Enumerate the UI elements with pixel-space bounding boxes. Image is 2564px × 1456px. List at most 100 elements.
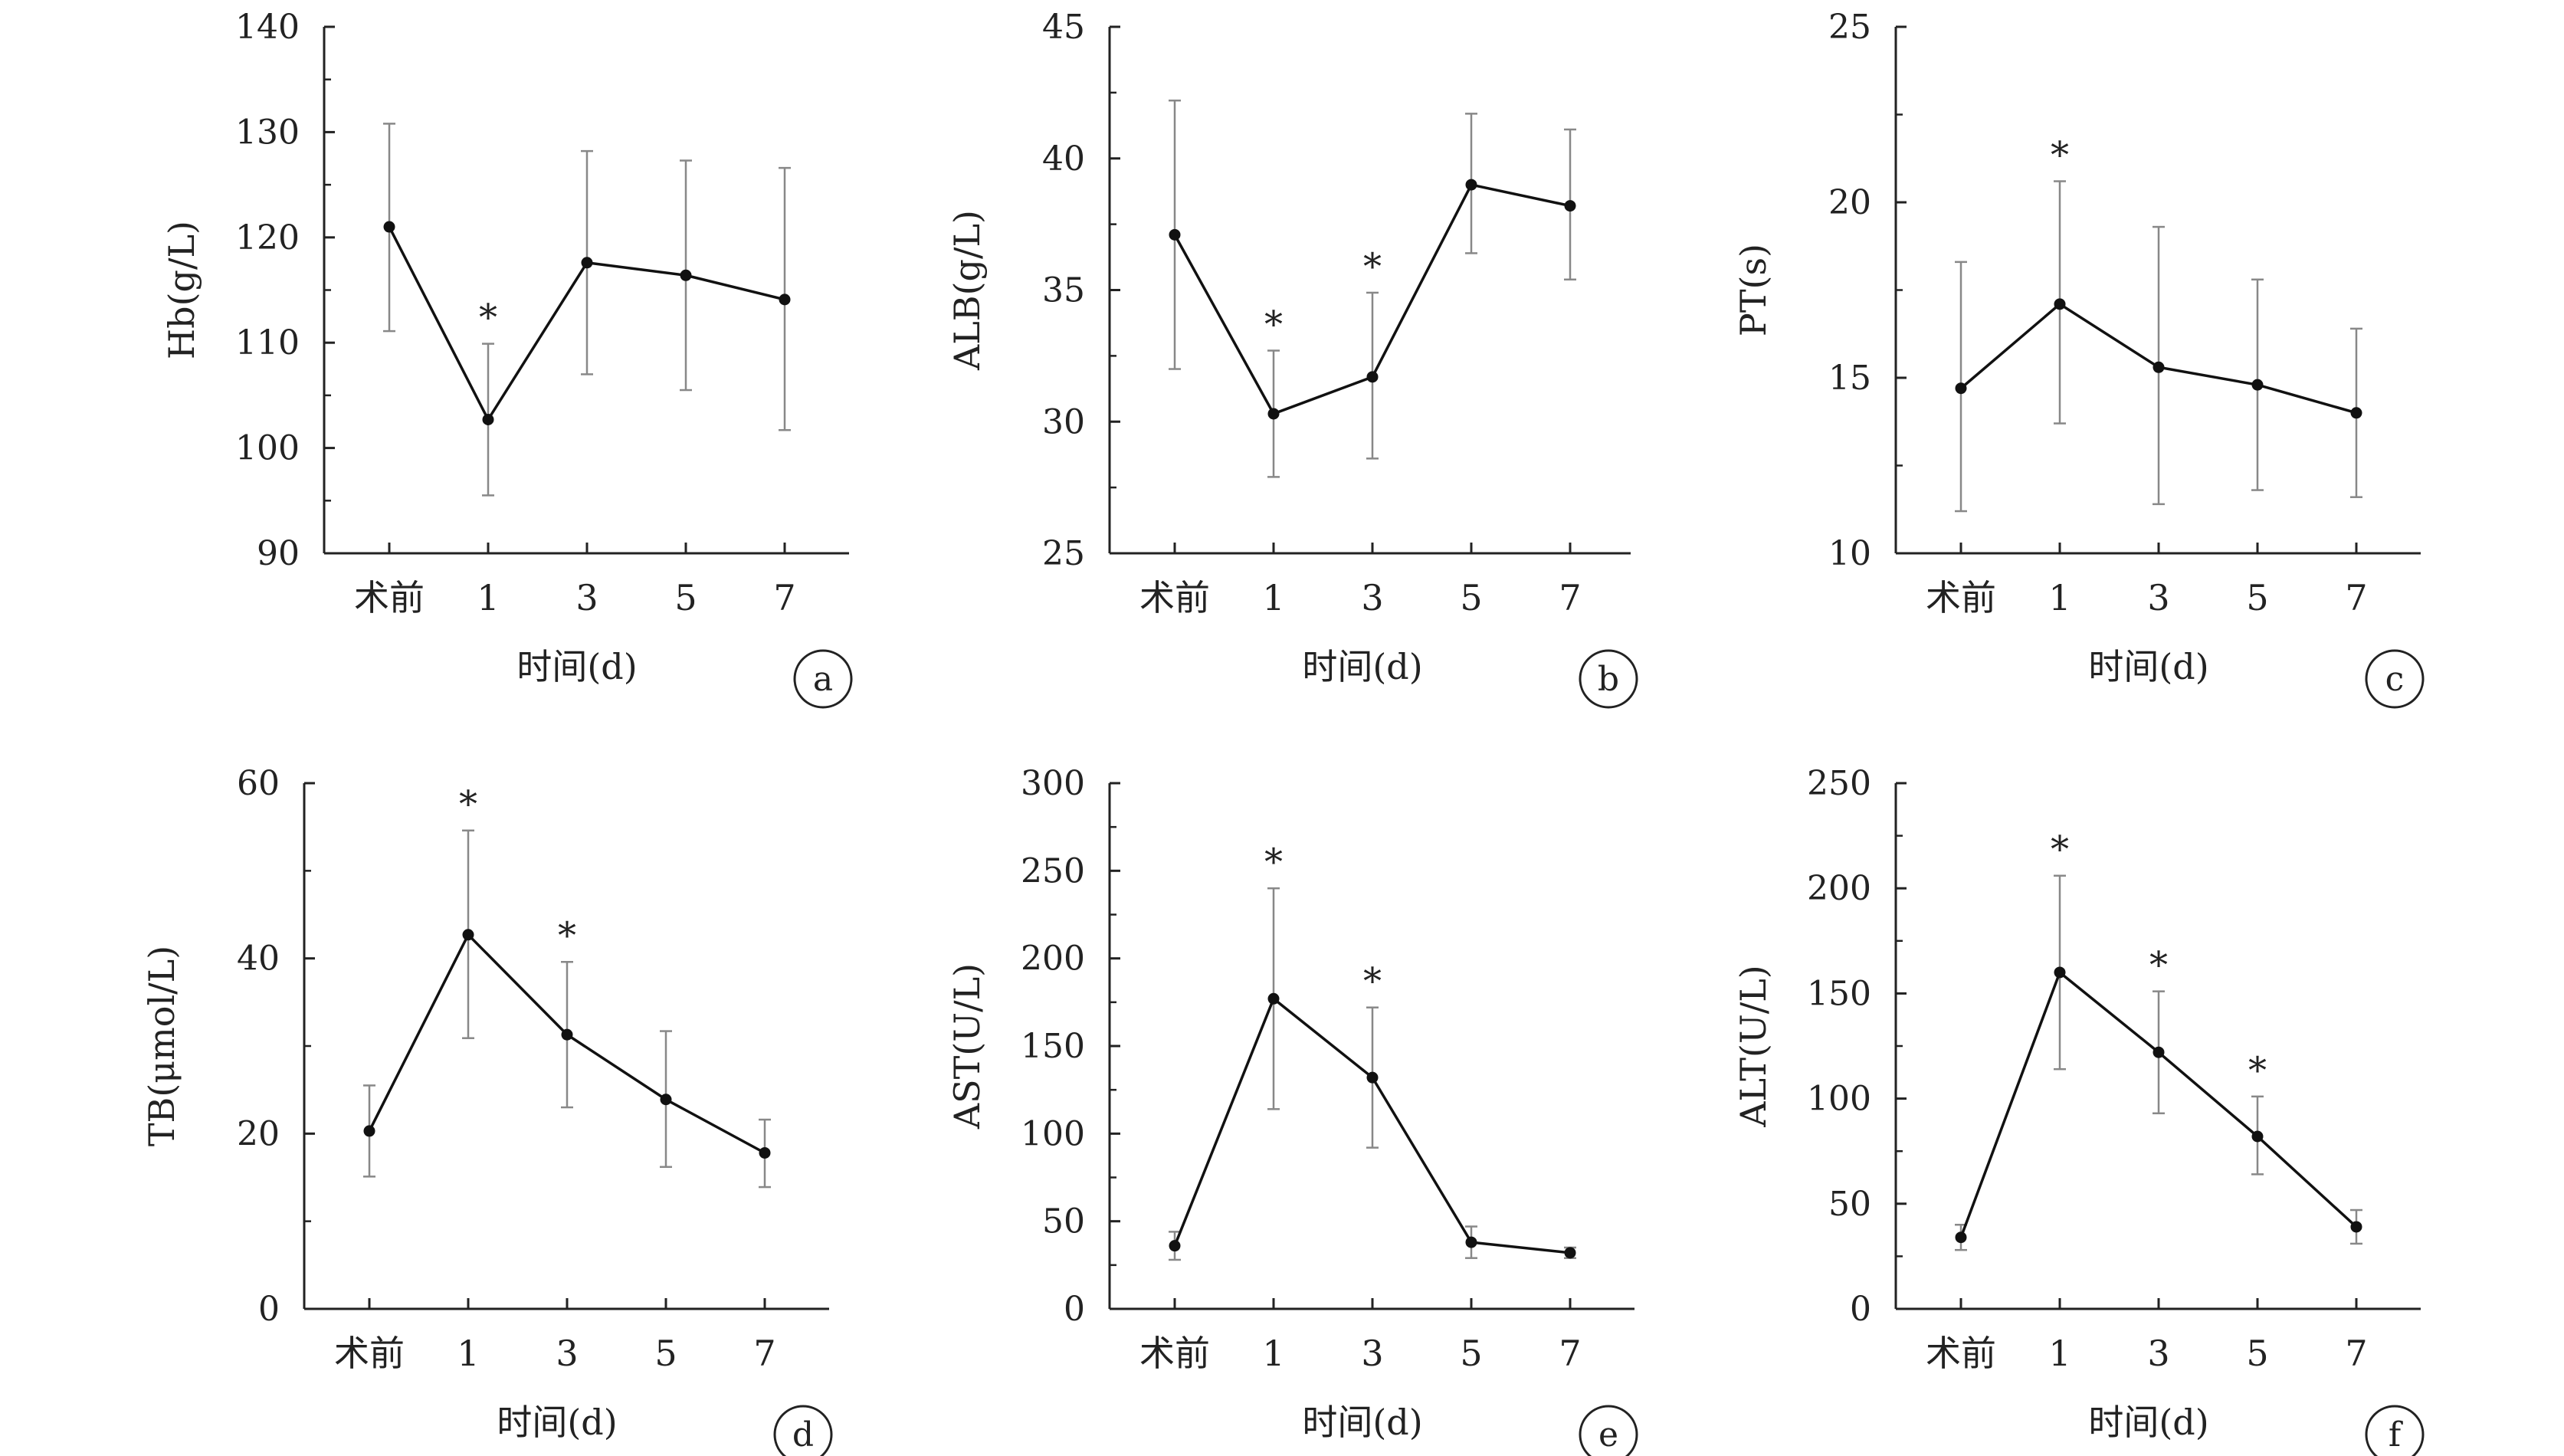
y-tick-label: 20: [1828, 183, 1871, 222]
x-tick-label: 术前: [1926, 1333, 1996, 1374]
data-point: [759, 1146, 771, 1159]
data-point: [1564, 200, 1576, 212]
x-axis-label: 时间(d): [1302, 1402, 1422, 1443]
data-point: [660, 1094, 672, 1106]
y-tick-label: 60: [237, 764, 280, 803]
x-tick-label: 7: [1559, 577, 1581, 618]
x-tick-label: 术前: [334, 1333, 405, 1374]
y-tick-label: 200: [1021, 940, 1085, 979]
x-tick-label: 1: [457, 1333, 479, 1374]
y-axis-label: TB(μmol/L): [141, 946, 182, 1146]
x-tick-label: 5: [1460, 577, 1482, 618]
panel-badge-circle: [2365, 649, 2425, 709]
chart-panel-d: 0 20 40 60 术前 1 3 5 7 TB(μmol/L) 时间(d) d * *: [141, 764, 833, 1456]
y-tick-label: 300: [1021, 764, 1085, 803]
x-tick-label: 3: [1361, 577, 1383, 618]
x-tick-label: 术前: [354, 577, 425, 618]
x-tick-label: 7: [773, 577, 795, 618]
significance-mark: *: [2149, 944, 2168, 987]
panel-letter: b: [1598, 660, 1619, 699]
significance-mark: *: [1264, 841, 1283, 884]
data-point: [561, 1028, 573, 1041]
y-tick-label: 15: [1828, 359, 1871, 398]
y-tick-label: 35: [1042, 271, 1085, 310]
significance-mark: *: [2248, 1049, 2267, 1092]
y-tick-label: 50: [1042, 1202, 1085, 1241]
y-tick-label: 25: [1828, 8, 1871, 47]
significance-mark: *: [479, 297, 497, 339]
significance-mark: *: [459, 783, 477, 826]
chart-panel-e: 0 50 100 150 200 250 300 术前 1 3 5 7 AST(U/L) 时间(d) e * *: [946, 764, 1638, 1456]
y-tick-label: 100: [1021, 1114, 1085, 1153]
data-point: [779, 293, 791, 306]
panel-badge-circle: [773, 1405, 833, 1456]
data-point: [1955, 382, 1967, 395]
panel-letter: c: [2385, 660, 2405, 699]
y-tick-label: 0: [1850, 1290, 1871, 1329]
data-point: [2350, 407, 2362, 419]
data-point: [2054, 966, 2066, 979]
chart-panel-a: 90 100 110 120 130 140 术前 1 3 5 7 Hb(g/L) 时间(d) a *: [161, 8, 853, 709]
y-tick-label: 0: [1064, 1290, 1085, 1329]
x-tick-label: 3: [575, 577, 598, 618]
x-tick-label: 3: [556, 1333, 578, 1374]
data-point: [482, 414, 494, 426]
y-tick-label: 110: [235, 323, 300, 362]
y-tick-label: 250: [1021, 851, 1085, 890]
x-axis-label: 时间(d): [2088, 646, 2208, 687]
x-tick-label: 3: [1361, 1333, 1383, 1374]
significance-mark: *: [1363, 245, 1382, 288]
data-point: [581, 257, 593, 269]
y-axis-label: AST(U/L): [946, 963, 988, 1130]
data-point: [1465, 1236, 1477, 1248]
data-point: [2153, 1046, 2165, 1058]
chart-panel-c: 10 15 20 25 术前 1 3 5 7 PT(s) 时间(d) c *: [1733, 8, 2425, 709]
x-tick-label: 7: [2345, 577, 2367, 618]
x-tick-label: 3: [2147, 577, 2169, 618]
y-tick-label: 10: [1828, 534, 1871, 573]
y-tick-label: 100: [235, 429, 300, 468]
data-point: [1955, 1231, 1967, 1244]
x-tick-label: 1: [477, 577, 499, 618]
x-tick-label: 术前: [1139, 1333, 1210, 1374]
x-tick-label: 3: [2147, 1333, 2169, 1374]
y-tick-label: 150: [1807, 974, 1871, 1013]
panel-letter: d: [792, 1415, 814, 1454]
panel-badge-circle: [793, 649, 853, 709]
significance-mark: *: [1363, 960, 1382, 1003]
data-point: [2350, 1221, 2362, 1233]
x-tick-label: 1: [1262, 1333, 1284, 1374]
data-point: [2251, 379, 2264, 391]
data-point: [2153, 361, 2165, 373]
y-tick-label: 130: [235, 113, 300, 152]
y-tick-label: 90: [257, 534, 300, 573]
significance-mark: *: [2051, 828, 2069, 871]
y-tick-label: 100: [1807, 1080, 1871, 1119]
y-axis-label: PT(s): [1733, 244, 1774, 336]
y-tick-label: 30: [1042, 402, 1085, 441]
data-point: [383, 221, 395, 233]
y-tick-label: 140: [235, 8, 300, 47]
y-tick-label: 20: [237, 1114, 280, 1153]
data-point: [1366, 1071, 1379, 1084]
y-tick-label: 0: [258, 1290, 280, 1329]
chart-panel-f: 0 50 100 150 200 250 术前 1 3 5 7 ALT(U/L) 时间(d) f * * *: [1733, 764, 2425, 1456]
y-tick-label: 200: [1807, 869, 1871, 908]
panel-badge-circle: [1579, 1405, 1638, 1456]
x-tick-label: 7: [753, 1333, 775, 1374]
x-tick-label: 5: [674, 577, 697, 618]
panel-badge-circle: [1579, 649, 1638, 709]
data-point: [1169, 228, 1181, 241]
data-point: [363, 1125, 375, 1137]
panel-letter: f: [2389, 1415, 2403, 1454]
x-tick-label: 1: [1262, 577, 1284, 618]
y-tick-label: 250: [1807, 764, 1871, 803]
y-axis-label: Hb(g/L): [161, 221, 202, 359]
y-tick-label: 45: [1042, 8, 1085, 47]
panel-letter: a: [813, 660, 833, 699]
y-tick-label: 150: [1021, 1027, 1085, 1066]
data-point: [1465, 179, 1477, 191]
x-tick-label: 术前: [1926, 577, 1996, 618]
